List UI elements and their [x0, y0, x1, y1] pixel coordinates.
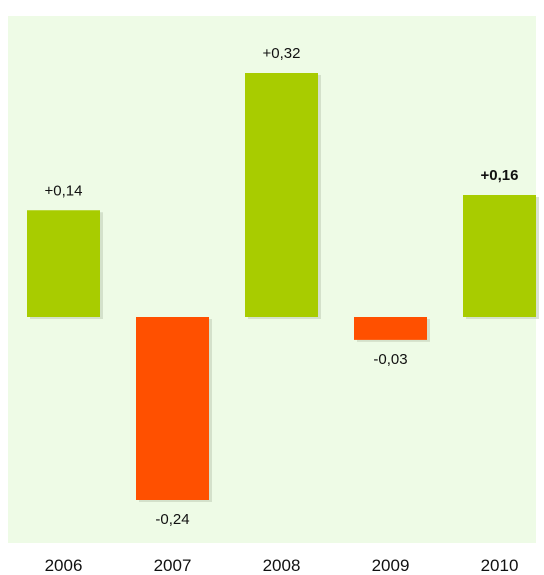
- x-tick-label-2008: 2008: [263, 556, 301, 575]
- bar-2008: [245, 73, 318, 317]
- value-labels-layer: +0,14 -0,24 +0,32 -0,03 +0,16: [45, 45, 519, 528]
- x-tick-label-2006: 2006: [45, 556, 83, 575]
- bar-2009: [354, 317, 427, 340]
- value-label-2007: -0,24: [155, 511, 189, 528]
- bar-2007: [136, 317, 209, 500]
- value-label-2006: +0,14: [45, 182, 83, 199]
- bar-2006: [27, 210, 100, 317]
- bars-layer: [27, 73, 539, 502]
- value-label-2009: -0,03: [373, 351, 407, 368]
- x-tick-label-2007: 2007: [154, 556, 192, 575]
- x-axis-tick-labels: 2006 2007 2008 2009 2010: [45, 556, 519, 575]
- x-tick-label-2010: 2010: [481, 556, 519, 575]
- bar-2010: [463, 195, 536, 317]
- value-label-2008: +0,32: [263, 45, 301, 62]
- x-tick-label-2009: 2009: [372, 556, 410, 575]
- value-label-2010: +0,16: [481, 167, 519, 184]
